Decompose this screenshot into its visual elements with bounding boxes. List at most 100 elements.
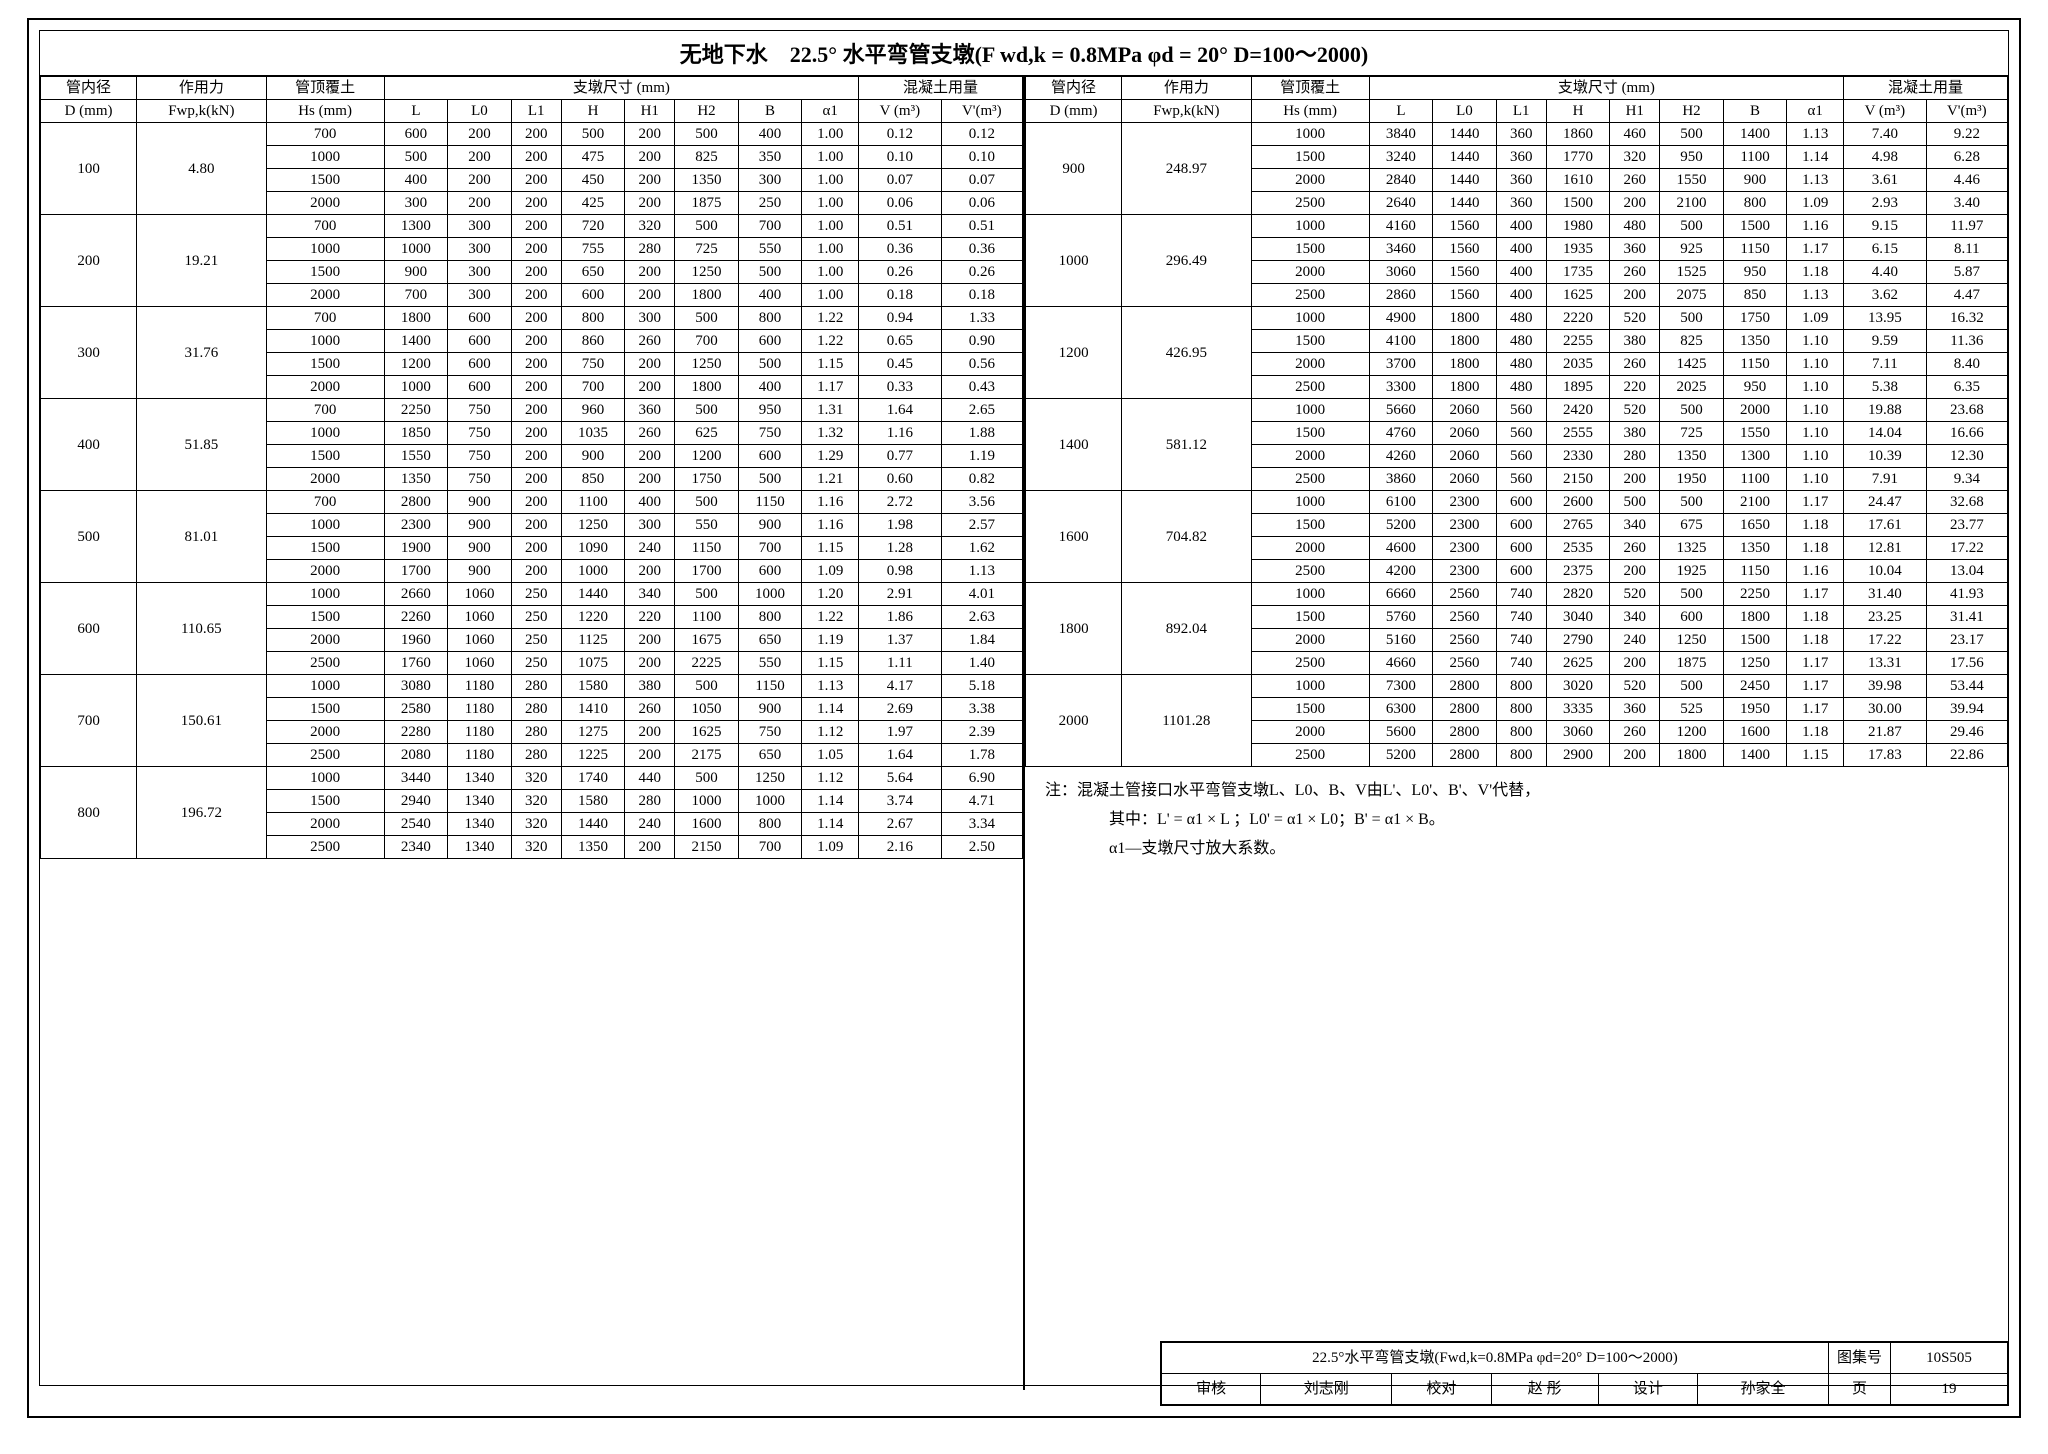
cell: 1950	[1723, 698, 1787, 721]
cell: 200	[511, 169, 561, 192]
sheji-value: 孙家全	[1697, 1374, 1828, 1405]
cell: 280	[1610, 445, 1660, 468]
cell: 1895	[1546, 376, 1610, 399]
cell: 2100	[1660, 192, 1724, 215]
cell: 300	[448, 238, 512, 261]
cell: 0.56	[941, 353, 1022, 376]
table-row: 700150.61100030801180280158038050011501.…	[41, 675, 1023, 698]
cell: 2260	[384, 606, 448, 629]
cell: 2.16	[859, 836, 942, 859]
cell: 2220	[1546, 307, 1610, 330]
table-row: 40051.8570022507502009603605009501.311.6…	[41, 399, 1023, 422]
cell: 1925	[1660, 560, 1724, 583]
cell: 200	[625, 376, 675, 399]
cell: 1935	[1546, 238, 1610, 261]
cell: 1180	[448, 721, 512, 744]
hdr-f2: Fwp,k(kN)	[1122, 100, 1251, 123]
cell: 560	[1496, 422, 1546, 445]
cell: 1.14	[1787, 146, 1844, 169]
cell-d: 300	[41, 307, 137, 399]
cell: 600	[738, 330, 802, 353]
cell: 4.46	[1926, 169, 2007, 192]
cell: 24.47	[1844, 491, 1927, 514]
hdr-L1: L1	[511, 100, 561, 123]
cell: 200	[625, 629, 675, 652]
cell: 1700	[675, 560, 739, 583]
cell: 3.56	[941, 491, 1022, 514]
cell: 1500	[266, 445, 384, 468]
cell: 1060	[448, 629, 512, 652]
cell: 400	[1496, 238, 1546, 261]
cell: 2560	[1433, 629, 1497, 652]
cell: 220	[625, 606, 675, 629]
cell: 720	[561, 215, 625, 238]
cell: 0.10	[941, 146, 1022, 169]
cell: 1500	[266, 698, 384, 721]
cell: 5200	[1369, 514, 1433, 537]
cell: 960	[561, 399, 625, 422]
cell: 1.16	[802, 514, 859, 537]
cell: 200	[1610, 744, 1660, 767]
cell: 200	[511, 537, 561, 560]
cell: 3240	[1369, 146, 1433, 169]
cell: 39.94	[1926, 698, 2007, 721]
cell: 1.14	[802, 813, 859, 836]
cell: 5200	[1369, 744, 1433, 767]
cell: 200	[511, 376, 561, 399]
cell: 650	[738, 744, 802, 767]
cell: 2000	[266, 284, 384, 307]
cell: 2600	[1546, 491, 1610, 514]
cell: 1000	[1251, 399, 1369, 422]
cell: 1340	[448, 813, 512, 836]
cell: 1800	[1723, 606, 1787, 629]
cell: 0.07	[941, 169, 1022, 192]
cell: 400	[384, 169, 448, 192]
cell: 200	[625, 192, 675, 215]
table-row: 1800892.04100066602560740282052050022501…	[1026, 583, 2008, 606]
cell: 250	[511, 652, 561, 675]
cell: 1550	[384, 445, 448, 468]
cell: 2900	[1546, 744, 1610, 767]
cell: 1675	[675, 629, 739, 652]
cell: 1.18	[1787, 537, 1844, 560]
cell: 6100	[1369, 491, 1433, 514]
cell: 2300	[1433, 491, 1497, 514]
cell: 900	[1723, 169, 1787, 192]
cell: 480	[1496, 353, 1546, 376]
cell: 1550	[1660, 169, 1724, 192]
cell: 500	[1660, 123, 1724, 146]
cell: 1525	[1660, 261, 1724, 284]
cell: 260	[1610, 721, 1660, 744]
cell: 0.06	[941, 192, 1022, 215]
cell: 700	[266, 215, 384, 238]
cell: 1000	[266, 422, 384, 445]
cell: 1440	[561, 583, 625, 606]
cell: 1500	[266, 169, 384, 192]
cell: 2000	[266, 376, 384, 399]
cell: 700	[561, 376, 625, 399]
cell: 0.98	[859, 560, 942, 583]
cell: 1.18	[1787, 514, 1844, 537]
cell: 900	[448, 560, 512, 583]
cell: 2060	[1433, 445, 1497, 468]
table-row: 1400581.12100056602060560242052050020001…	[1026, 399, 2008, 422]
cell: 22.86	[1926, 744, 2007, 767]
cell: 1.15	[802, 537, 859, 560]
cell: 700	[738, 215, 802, 238]
cell: 1000	[266, 675, 384, 698]
cell: 2000	[266, 629, 384, 652]
cell: 200	[625, 744, 675, 767]
cell: 520	[1610, 307, 1660, 330]
cell: 3060	[1369, 261, 1433, 284]
cell: 1400	[1723, 744, 1787, 767]
cell: 600	[738, 445, 802, 468]
cell: 1800	[675, 284, 739, 307]
cell: 200	[1610, 652, 1660, 675]
cell: 600	[448, 330, 512, 353]
cell-d: 2000	[1026, 675, 1122, 767]
cell-f: 110.65	[137, 583, 266, 675]
cell: 3460	[1369, 238, 1433, 261]
cell: 1800	[1433, 330, 1497, 353]
cell: 380	[1610, 422, 1660, 445]
cell: 520	[1610, 583, 1660, 606]
